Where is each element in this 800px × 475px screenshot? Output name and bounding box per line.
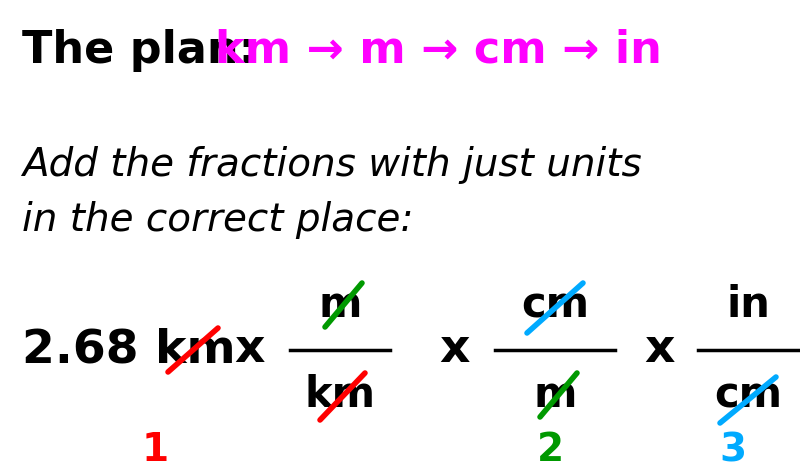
Text: km: km <box>305 374 375 416</box>
Text: x: x <box>234 327 266 372</box>
Text: m: m <box>318 284 362 326</box>
Text: x: x <box>645 327 675 372</box>
Text: in: in <box>726 284 770 326</box>
Text: m: m <box>534 374 577 416</box>
Text: Add the fractions with just units: Add the fractions with just units <box>22 146 642 184</box>
Text: 3: 3 <box>719 431 746 469</box>
Text: 1: 1 <box>142 431 169 469</box>
Text: The plan:: The plan: <box>22 28 272 72</box>
Text: cm: cm <box>714 374 782 416</box>
Text: km → m → cm → in: km → m → cm → in <box>215 28 662 72</box>
Text: 2.68 km: 2.68 km <box>22 327 236 372</box>
Text: 2: 2 <box>537 431 563 469</box>
Text: cm: cm <box>521 284 589 326</box>
Text: in the correct place:: in the correct place: <box>22 201 414 239</box>
Text: x: x <box>440 327 470 372</box>
